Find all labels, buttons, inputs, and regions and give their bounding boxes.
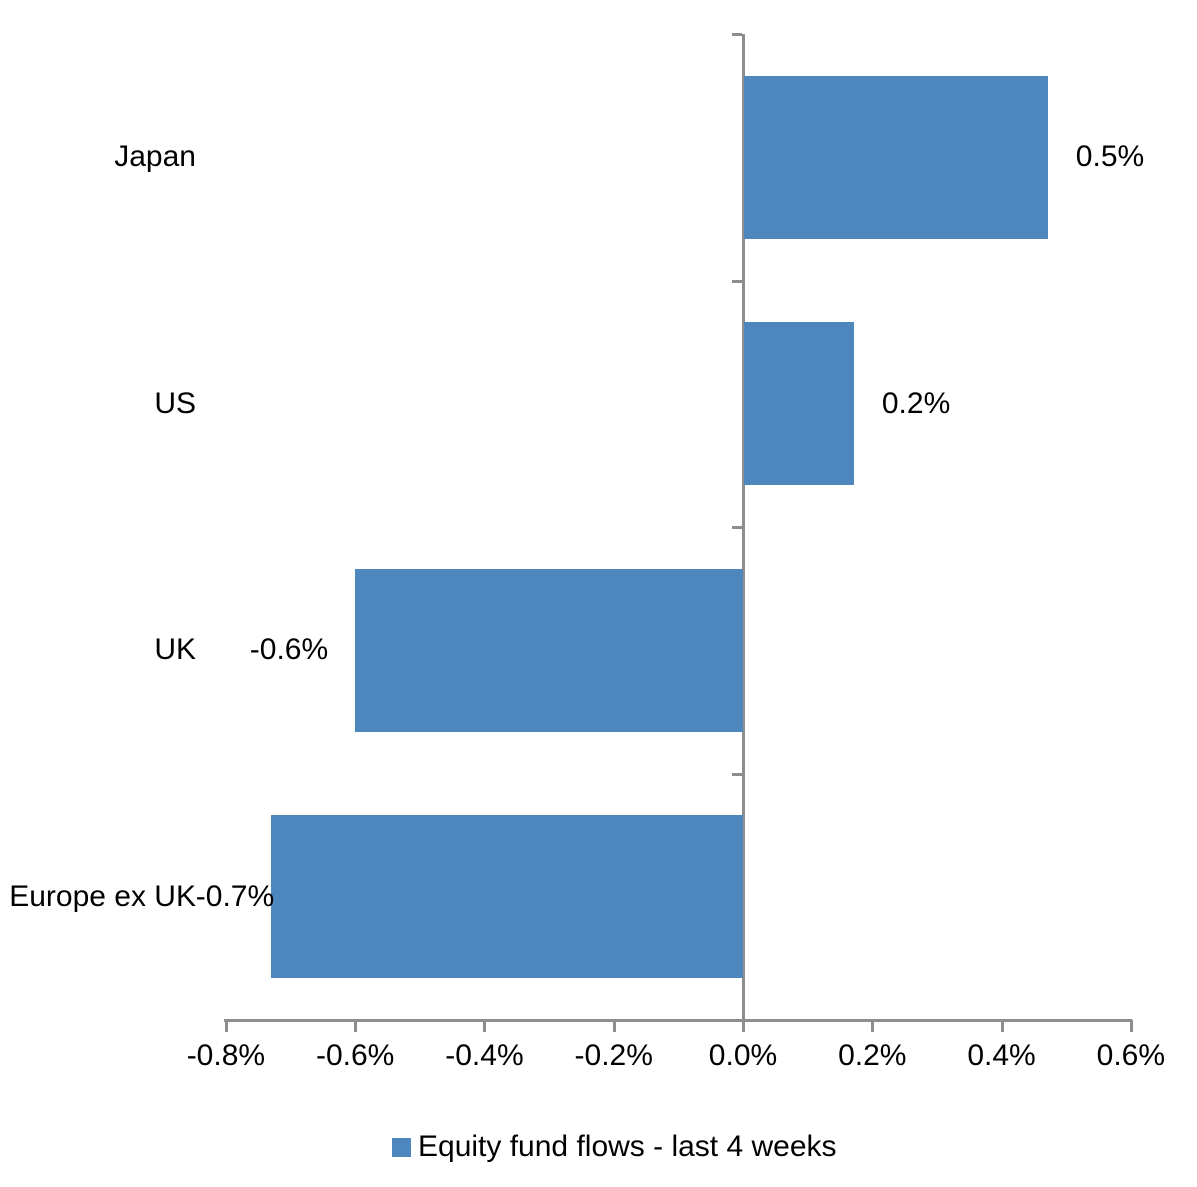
x-axis-tick-label: -0.4% bbox=[445, 1039, 524, 1072]
bar bbox=[744, 322, 854, 486]
x-axis-tick-label: 0.2% bbox=[838, 1039, 907, 1072]
x-axis-tick bbox=[612, 1020, 616, 1032]
bar bbox=[271, 815, 743, 979]
value-label: 0.2% bbox=[881, 386, 951, 420]
category-axis-tick bbox=[732, 772, 742, 776]
category-axis-tick bbox=[732, 526, 742, 529]
x-axis-tick-label: 0.0% bbox=[708, 1039, 778, 1072]
category-axis-tick bbox=[732, 279, 742, 283]
category-label: Japan bbox=[114, 140, 196, 174]
x-axis-tick-label: 0.6% bbox=[1096, 1039, 1166, 1072]
bar bbox=[355, 568, 743, 732]
legend-label: Equity fund flows - last 4 weeks bbox=[418, 1130, 837, 1163]
category-label: Europe ex UK bbox=[9, 879, 196, 913]
category-label: UK bbox=[154, 633, 196, 667]
zero-axis-line bbox=[742, 34, 745, 1032]
value-label: 0.5% bbox=[1075, 140, 1145, 174]
x-axis-tick bbox=[224, 1020, 228, 1032]
x-axis-tick bbox=[742, 1020, 745, 1032]
value-label: -0.7% bbox=[195, 879, 275, 913]
x-axis-tick-label: 0.4% bbox=[967, 1039, 1036, 1072]
bar bbox=[744, 75, 1048, 239]
category-label: US bbox=[154, 386, 196, 420]
x-axis-tick bbox=[354, 1020, 358, 1032]
x-axis-tick-label: -0.6% bbox=[315, 1039, 395, 1072]
x-axis-tick bbox=[1129, 1020, 1133, 1032]
value-label: -0.6% bbox=[249, 633, 329, 667]
category-axis-tick bbox=[732, 33, 742, 36]
x-axis-tick bbox=[483, 1020, 487, 1032]
x-axis-tick bbox=[871, 1020, 875, 1032]
x-axis-tick bbox=[1000, 1020, 1004, 1032]
legend-swatch-icon bbox=[392, 1138, 411, 1157]
x-axis-tick-label: -0.8% bbox=[186, 1039, 266, 1072]
x-axis-line bbox=[224, 1019, 1133, 1022]
x-axis-tick-label: -0.2% bbox=[574, 1039, 653, 1072]
